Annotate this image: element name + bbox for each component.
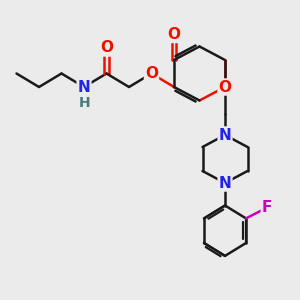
Text: N: N	[219, 128, 231, 142]
Text: N: N	[219, 176, 231, 190]
Text: O: O	[167, 27, 181, 42]
Text: N: N	[78, 80, 90, 94]
Text: O: O	[218, 80, 232, 94]
Text: O: O	[100, 40, 113, 56]
Text: H: H	[79, 96, 90, 110]
Text: F: F	[262, 200, 272, 215]
Text: O: O	[145, 66, 158, 81]
